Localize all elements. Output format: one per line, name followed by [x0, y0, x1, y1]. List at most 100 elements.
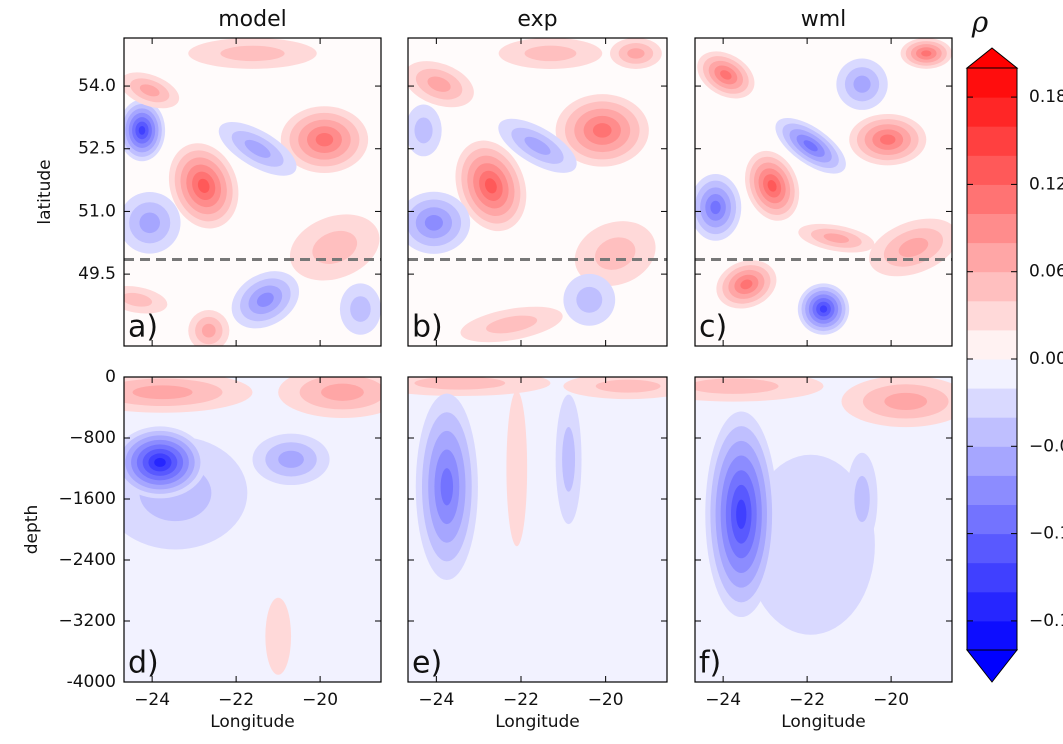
contour-field: [695, 377, 952, 682]
colorbar-band: [967, 68, 1017, 98]
colorbar-band: [967, 213, 1017, 244]
x-tick-label: −24: [705, 690, 741, 710]
contour-band: [803, 140, 818, 152]
colorbar-band: [967, 417, 1017, 447]
contour-band: [424, 215, 443, 231]
panel-title: wml: [801, 7, 847, 32]
colorbar-band: [967, 388, 1017, 418]
colorbar-tick-label: 0.18: [1029, 87, 1063, 107]
colorbar-band: [967, 126, 1017, 156]
panel-frame: [407, 376, 668, 683]
contour-band: [823, 233, 850, 243]
y-tick-label: 52.5: [78, 139, 116, 159]
x-tick-label: −24: [418, 690, 454, 710]
contour-band: [124, 292, 153, 307]
contour-band: [414, 377, 506, 390]
colorbar-band: [967, 329, 1017, 360]
contour-band: [278, 450, 304, 468]
contour-band: [767, 180, 777, 192]
x-tick-label: −20: [588, 690, 624, 710]
contour-band: [819, 305, 828, 313]
contour-band: [854, 475, 870, 523]
panel-label: a): [128, 310, 158, 345]
panel-frame: [407, 37, 668, 347]
x-tick-label: −22: [503, 690, 539, 710]
contour-band: [710, 200, 721, 215]
panel-label: e): [412, 646, 442, 681]
contour-band: [312, 230, 358, 264]
colorbar-band: [967, 446, 1017, 476]
panel-frame: [694, 37, 953, 347]
colorbar-extend-top: [965, 47, 1019, 69]
colorbar-band: [967, 504, 1017, 535]
panel-label: c): [699, 310, 727, 345]
contour-band: [138, 125, 146, 135]
contour-band: [265, 597, 292, 675]
y-tick-label: 0: [105, 367, 116, 387]
contour-band: [562, 426, 576, 492]
contour-field: [408, 377, 667, 682]
x-tick-label: −22: [218, 690, 254, 710]
y-tick-label: −3200: [58, 611, 116, 631]
y-tick-label: −1600: [58, 489, 116, 509]
colorbar-band: [967, 562, 1017, 593]
y-axis-label: depth: [22, 505, 42, 554]
y-tick-label: 49.5: [78, 264, 116, 284]
contour-band: [746, 454, 875, 635]
x-tick-label: −20: [873, 690, 909, 710]
colorbar-band: [967, 184, 1017, 214]
contour-band: [132, 385, 193, 400]
contour-band: [695, 378, 779, 394]
contour-band: [595, 379, 661, 393]
contour-band: [440, 468, 454, 506]
y-tick-label: -4000: [67, 672, 116, 692]
contour-band: [427, 76, 451, 92]
x-axis-label: Longitude: [781, 712, 866, 732]
contour-band: [486, 315, 538, 334]
panel-frame: [123, 376, 382, 683]
colorbar-tick-label: 0.12: [1029, 174, 1063, 194]
x-tick-label: −24: [134, 690, 170, 710]
contour-band: [321, 383, 364, 401]
contour-band: [414, 117, 433, 144]
colorbar-band: [967, 300, 1017, 331]
contour-field: [124, 38, 381, 346]
contour-field: [124, 377, 381, 682]
panel-frame: [123, 37, 382, 347]
contour-band: [720, 70, 732, 80]
contour-band: [627, 48, 645, 59]
contour-band: [524, 136, 551, 155]
panel-frame: [694, 376, 953, 683]
x-tick-label: −22: [789, 690, 825, 710]
panel-label: f): [699, 646, 721, 681]
colorbar-band: [967, 475, 1017, 505]
colorbar-label: ρ: [971, 6, 989, 39]
colorbar-band: [967, 620, 1017, 651]
contour-band: [350, 296, 371, 322]
contour-band: [201, 323, 216, 338]
colorbar-tick-label: 0.00: [1029, 349, 1063, 369]
y-tick-label: −2400: [58, 550, 116, 570]
colorbar-band: [967, 242, 1017, 273]
x-tick-label: −20: [302, 690, 338, 710]
colorbar-band: [967, 591, 1017, 622]
panel-label: d): [128, 646, 159, 681]
contour-band: [592, 123, 612, 138]
contour-band: [898, 237, 929, 258]
contour-band: [736, 499, 747, 529]
y-tick-label: 54.0: [78, 76, 116, 96]
colorbar-band: [967, 533, 1017, 564]
panel-title: model: [218, 7, 287, 32]
colorbar-tick-label: −0.18: [1029, 611, 1063, 631]
contour-band: [315, 132, 334, 147]
contour-band: [197, 178, 210, 193]
contour-band: [139, 84, 160, 97]
contour-band: [921, 50, 932, 57]
contour-band: [524, 45, 577, 62]
colorbar-tick-label: −0.06: [1029, 436, 1063, 456]
contour-band: [576, 286, 603, 313]
colorbar-band: [967, 155, 1017, 185]
contour-field: [695, 38, 952, 346]
panel-title: exp: [517, 7, 557, 32]
contour-band: [853, 75, 871, 93]
